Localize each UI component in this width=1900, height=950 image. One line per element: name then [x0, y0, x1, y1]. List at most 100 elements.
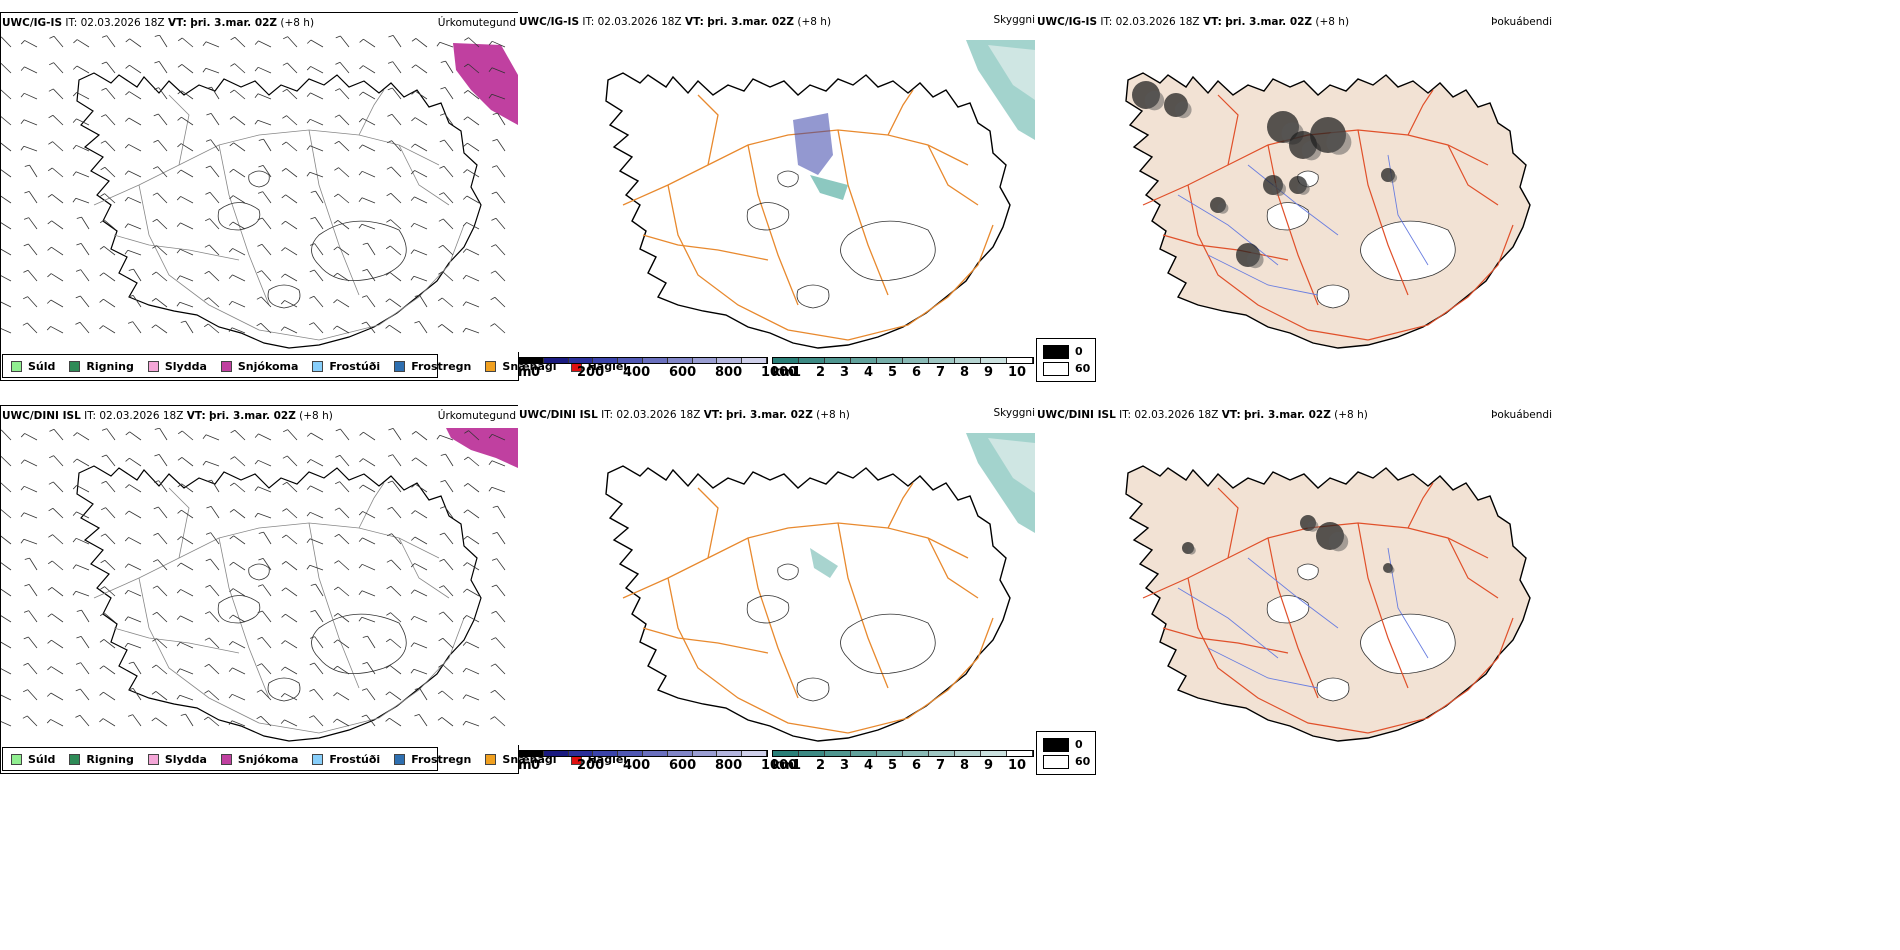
wind-barb	[104, 586, 116, 597]
wind-barb	[1, 89, 12, 100]
wind-barb	[496, 139, 506, 152]
wind-barb	[23, 119, 38, 126]
wind-barb-flag	[439, 165, 445, 169]
fog-area	[1174, 101, 1192, 119]
wind-barb-flag	[206, 506, 212, 509]
wind-barb	[366, 714, 376, 727]
wind-barb-flag	[488, 93, 493, 99]
wind-barb-flag	[202, 67, 207, 73]
wind-barb	[442, 664, 454, 675]
wind-barb	[1, 222, 12, 230]
wind-barb-flag	[306, 512, 311, 517]
wind-barb-flag	[282, 481, 288, 486]
colorbar-tick: 8	[960, 758, 970, 773]
wind-barb-flag	[128, 688, 134, 691]
colorbar-step	[773, 751, 799, 756]
fog-legend: 0 60	[1036, 731, 1096, 775]
wind-barb-flag	[72, 171, 77, 176]
wind-barb-flag	[335, 35, 341, 39]
wind-barb-flag	[386, 559, 392, 563]
precip-type-legend: Súld Rigning Slydda Snjókoma Frostúði Frostre…	[2, 747, 627, 771]
precip-panel-row1: UWC/IG-IS IT: 02.03.2026 18Z VT: þri. 3.…	[0, 12, 519, 381]
wind-barb	[232, 588, 246, 597]
wind-barb-flag	[492, 505, 498, 508]
wind-barb-flag	[488, 67, 493, 72]
wind-barb-flag	[282, 62, 288, 66]
low-visibility-area	[810, 548, 838, 578]
wind-barb	[444, 480, 454, 493]
wind-barb	[76, 458, 90, 467]
wind-barb	[157, 166, 168, 178]
wind-barb	[23, 145, 38, 152]
colorbar-step	[981, 358, 1007, 363]
wind-barb	[465, 720, 480, 727]
wind-barb	[1, 694, 12, 701]
wind-barb-flag	[306, 119, 311, 124]
wind-barb	[414, 196, 428, 204]
wind-barb-flag	[152, 559, 158, 563]
wind-barb	[362, 511, 376, 519]
wind-barb-flag	[20, 93, 25, 98]
wind-barb	[158, 87, 168, 100]
wind-barb	[338, 507, 350, 519]
wind-barb-flag	[23, 610, 29, 613]
wind-barb	[156, 271, 168, 282]
wind-barb	[232, 641, 246, 649]
legend-item: Snjókoma	[220, 753, 298, 766]
wind-barb-flag	[46, 719, 51, 724]
wind-barb-flag	[281, 194, 286, 199]
colorbar-step	[519, 358, 544, 363]
wind-barb	[286, 88, 298, 100]
wind-barb	[179, 694, 194, 701]
wind-barb	[492, 433, 506, 441]
wind-barb	[1, 562, 12, 571]
wind-barb-flag	[358, 590, 363, 595]
wind-barb-flag	[306, 564, 311, 570]
wind-barb-flag	[228, 694, 233, 699]
wind-barb-flag	[229, 482, 235, 487]
legend-item: Súld	[11, 360, 55, 373]
wind-barb-flag	[437, 297, 443, 302]
wind-barb-flag	[258, 531, 264, 534]
wind-barb	[284, 640, 298, 649]
wind-barb	[414, 615, 428, 623]
wind-barb-flag	[492, 139, 498, 142]
wind-barb	[208, 690, 220, 701]
legend-label: Súld	[28, 752, 56, 766]
colorbar-tick: 9	[984, 365, 994, 380]
wind-barb-flag	[124, 223, 129, 228]
legend-label: Slydda	[164, 752, 207, 766]
wind-barb-flag	[439, 113, 445, 116]
wind-barb-flag	[385, 272, 391, 276]
wind-barb	[128, 537, 142, 545]
wind-barb-flag	[438, 664, 443, 668]
wind-barb	[313, 322, 324, 334]
wind-barb	[24, 66, 38, 74]
wind-barb-flag	[125, 38, 130, 43]
wind-barb	[52, 507, 64, 519]
panel-header: UWC/DINI ISL IT: 02.03.2026 18Z VT: þri.…	[2, 410, 333, 422]
wind-barb-flag	[152, 218, 158, 223]
wind-barb	[28, 610, 38, 623]
wind-barb	[104, 140, 116, 152]
wind-barb-flag	[310, 610, 316, 613]
colorbar-step	[618, 358, 643, 363]
legend-label: Frostúði	[329, 359, 381, 373]
wind-barb-flag	[228, 248, 233, 253]
wind-barb-flag	[101, 454, 107, 458]
wind-barb	[284, 273, 298, 282]
wind-barb	[362, 118, 376, 126]
wind-barb-flag	[47, 299, 52, 304]
wind-barb	[1, 588, 12, 597]
wind-barb-flag	[153, 506, 159, 510]
wind-barb-flag	[410, 563, 415, 568]
wind-barb	[284, 666, 298, 675]
wind-barb	[494, 323, 506, 334]
wind-barb-flag	[281, 613, 286, 618]
wind-barb	[390, 559, 402, 571]
wind-barb-flag	[387, 61, 393, 64]
wind-barb-flag	[464, 37, 469, 41]
wind-barb	[132, 321, 142, 334]
wind-barb-flag	[410, 170, 415, 175]
wind-barb-flag	[228, 720, 233, 725]
